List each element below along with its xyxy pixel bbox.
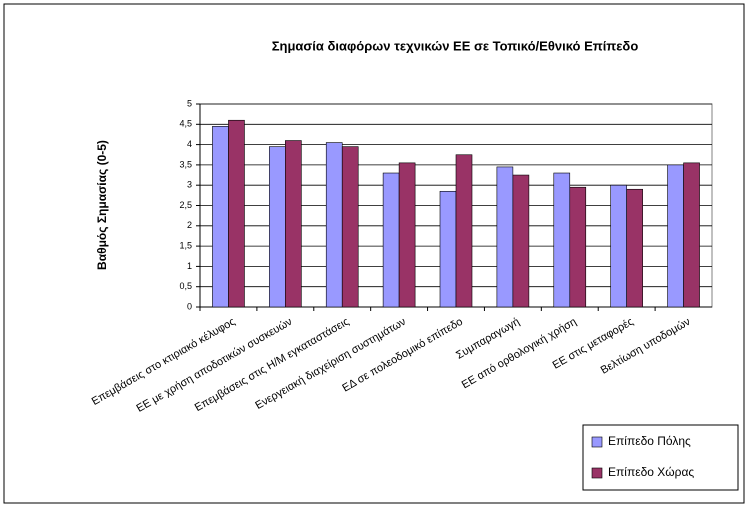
bar	[341, 146, 359, 308]
y-tick-label: 4	[187, 139, 192, 149]
y-tick-label: 1,5	[179, 240, 192, 250]
y-tick-label: 0,5	[179, 281, 192, 291]
bar	[212, 126, 229, 308]
y-tick-label: 4,5	[179, 119, 192, 129]
bar	[382, 172, 400, 308]
bar	[569, 186, 587, 308]
y-tick-label: 0	[187, 301, 192, 311]
y-tick-label: 5	[187, 98, 192, 108]
bar	[512, 174, 530, 308]
bar	[285, 140, 302, 308]
y-tick-label: 3,5	[179, 159, 192, 169]
bar	[398, 162, 416, 308]
y-tick-label: 2	[187, 220, 192, 230]
y-axis-label: Βαθμός Σημασίας (0-5)	[95, 140, 109, 270]
bar	[667, 164, 684, 308]
bar	[269, 146, 286, 308]
bar	[228, 119, 245, 308]
bar	[553, 172, 571, 308]
y-tick-label: 3	[187, 180, 192, 190]
bar	[325, 142, 343, 308]
chart-title: Σημασία διαφόρων τεχνικών ΕΕ σε Τοπικό/Ε…	[272, 38, 639, 53]
legend-label: Επίπεδο Χώρας	[608, 465, 694, 479]
legend-swatch	[591, 436, 603, 448]
legend-label: Επίπεδο Πόλης	[608, 434, 691, 448]
legend-swatch	[591, 467, 603, 479]
legend	[582, 424, 739, 491]
bar	[610, 184, 627, 308]
bar	[683, 162, 700, 308]
bar	[626, 188, 643, 308]
bar	[439, 190, 457, 308]
y-tick-label: 1	[187, 261, 192, 271]
y-tick-label: 2,5	[179, 200, 192, 210]
bar	[455, 154, 473, 308]
bar	[496, 166, 514, 308]
